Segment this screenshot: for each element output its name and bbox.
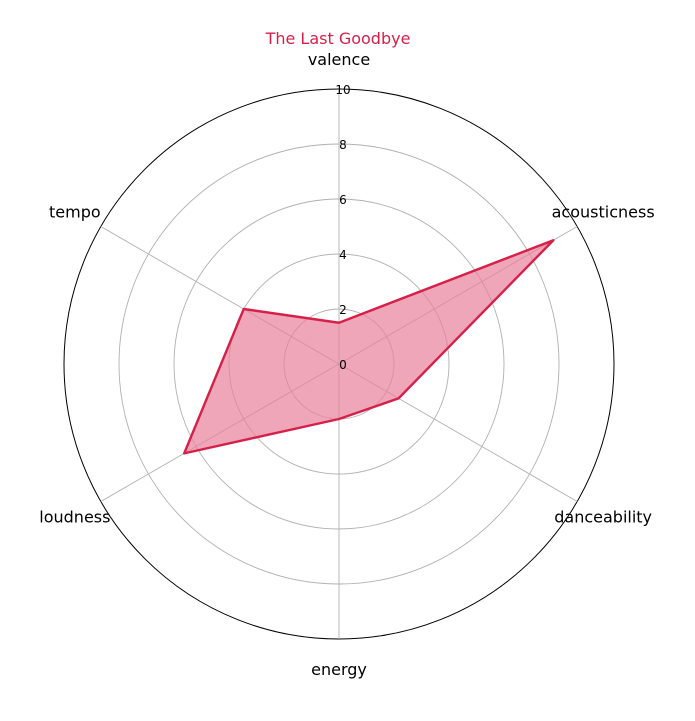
- axis-label-energy: energy: [311, 660, 367, 679]
- radial-tick-labels: 0 2 4 6 8 10: [335, 83, 350, 372]
- radial-tick-label: 10: [335, 83, 350, 97]
- radial-tick-label: 8: [339, 138, 347, 152]
- axis-labels: valence acousticness danceability energy lou…: [39, 50, 654, 679]
- radial-tick-label: 6: [339, 193, 347, 207]
- series-area: [182, 239, 555, 455]
- radial-tick-label: 2: [339, 303, 347, 317]
- axis-label-danceability: danceability: [554, 508, 652, 527]
- axis-label-loudness: loudness: [39, 508, 110, 527]
- chart-title: The Last Goodbye: [265, 29, 411, 48]
- radar-series: [182, 239, 555, 455]
- axis-label-acousticness: acousticness: [552, 203, 655, 222]
- radial-tick-label: 0: [339, 358, 347, 372]
- axis-label-valence: valence: [308, 50, 370, 69]
- radial-tick-label: 4: [339, 248, 347, 262]
- axis-label-tempo: tempo: [49, 203, 101, 222]
